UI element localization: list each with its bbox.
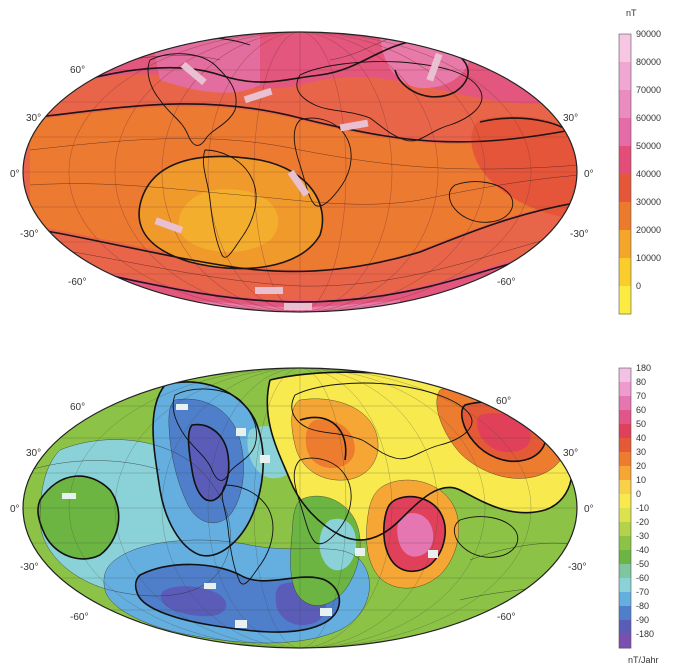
colorbar-tick-label: 0: [636, 489, 641, 499]
colorbar-tick-label: -50: [636, 559, 649, 569]
colorbar-swatch: [619, 146, 631, 175]
colorbar-tick-label: 60000: [636, 113, 661, 123]
lat-label: 30°: [563, 113, 578, 124]
colorbar-tick-label: -20: [636, 517, 649, 527]
lat-label: -60°: [70, 612, 88, 623]
colorbar-tick-label: 10000: [636, 253, 661, 263]
contour-labels-bottom: [62, 404, 438, 628]
colorbar-swatch: [619, 480, 631, 495]
colorbar-swatch: [619, 634, 631, 649]
lat-label: 30°: [26, 113, 41, 124]
lat-label: 60°: [70, 402, 85, 413]
lat-label: 0°: [584, 504, 594, 515]
colorbar-swatch: [619, 466, 631, 481]
colorbar-tick-label: -30: [636, 531, 649, 541]
colorbar-unit-bottom: nT/Jahr: [628, 655, 659, 665]
colorbar-tick-label: -70: [636, 587, 649, 597]
colorbar-tick-label: 60: [636, 405, 646, 415]
colorbar-swatch: [619, 202, 631, 231]
colorbar-tick-label: 0: [636, 281, 641, 291]
colorbar-tick-label: 90000: [636, 29, 661, 39]
colorbar-tick-label: 50000: [636, 141, 661, 151]
colorbar-swatch: [619, 620, 631, 635]
colorbar-tick-label: -60: [636, 573, 649, 583]
colorbar-tick-label: 30: [636, 447, 646, 457]
colorbar-swatch: [619, 522, 631, 537]
colorbar-swatch: [619, 550, 631, 565]
colorbar-swatch: [619, 508, 631, 523]
lat-label: -30°: [20, 229, 38, 240]
colorbar-swatch: [619, 396, 631, 411]
total-intensity-map-frame: [22, 31, 578, 313]
colorbar-swatch: [619, 564, 631, 579]
colorbar-tick-label: 10: [636, 475, 646, 485]
colorbar-swatch: [619, 578, 631, 593]
lat-label: 0°: [10, 504, 20, 515]
colorbar-tick-label: 20: [636, 461, 646, 471]
colorbar-swatch: [619, 62, 631, 91]
colorbar-tick-label: -90: [636, 615, 649, 625]
lat-labels-top-left: 60° 30° 0° -30° -60°: [10, 65, 86, 288]
lat-labels-bottom-right: 60° 30° 0° -30° -60°: [496, 396, 594, 623]
colorbar-swatch: [619, 34, 631, 63]
colorbar-tick-label: -40: [636, 545, 649, 555]
colorbar-tick-label: 70000: [636, 85, 661, 95]
colorbar-swatch: [619, 592, 631, 607]
lat-label: -60°: [497, 612, 515, 623]
colorbar-swatch: [619, 174, 631, 203]
colorbar-total-intensity: 90000 80000 70000 60000 50000 40000 30000 20000…: [618, 29, 661, 315]
lat-labels-bottom-left: 60° 30° 0° -30° -60°: [10, 402, 88, 623]
colorbar-border: [618, 33, 632, 315]
colorbar-swatch: [619, 438, 631, 453]
colorbar-swatch: [619, 230, 631, 259]
colorbar-swatch: [619, 536, 631, 551]
lat-label: -30°: [20, 562, 38, 573]
lat-label: 0°: [10, 169, 20, 180]
colorbar-swatch: [619, 494, 631, 509]
colorbar-swatch: [619, 382, 631, 397]
colorbar-swatch: [619, 258, 631, 287]
colorbar-tick-label: 80000: [636, 57, 661, 67]
lat-label: 60°: [496, 396, 511, 407]
colorbar-swatch: [619, 368, 631, 383]
colorbar-tick-label: 70: [636, 391, 646, 401]
lat-label: -60°: [497, 277, 515, 288]
colorbar-tick-label: 40000: [636, 169, 661, 179]
lat-label: 30°: [563, 448, 578, 459]
colorbar-tick-label: 50: [636, 419, 646, 429]
lat-labels-top-right: 30° 0° -30° -60°: [497, 113, 594, 288]
colorbar-swatch: [619, 410, 631, 425]
colorbar-tick-label: -180: [636, 629, 654, 639]
contour-labels-top: [154, 52, 443, 310]
lat-label: -60°: [68, 277, 86, 288]
lat-label: 0°: [584, 169, 594, 180]
colorbar-swatch: [619, 118, 631, 147]
colorbar-tick-label: 180: [636, 363, 651, 373]
colorbar-swatch: [619, 90, 631, 119]
colorbar-swatch: [619, 606, 631, 621]
colorbar-border: [618, 367, 632, 649]
colorbar-swatch: [619, 424, 631, 439]
lat-label: 60°: [70, 65, 85, 76]
lat-label: 30°: [26, 448, 41, 459]
lat-label: -30°: [570, 229, 588, 240]
colorbar-swatch: [619, 452, 631, 467]
colorbar-tick-label: 20000: [636, 225, 661, 235]
colorbar-tick-label: -10: [636, 503, 649, 513]
colorbar-unit-top: nT: [626, 8, 637, 18]
colorbar-tick-label: -80: [636, 601, 649, 611]
colorbar-swatch: [619, 286, 631, 315]
colorbar-tick-label: 30000: [636, 197, 661, 207]
lat-label: -30°: [568, 562, 586, 573]
colorbar-tick-label: 40: [636, 433, 646, 443]
colorbar-secular-variation: 180 80 70 60 50 40 30 20 10 0 -10 -20 -30 -40 -50 -60 -7…: [618, 363, 654, 649]
colorbar-tick-label: 80: [636, 377, 646, 387]
secular-variation-map-frame: [22, 367, 578, 649]
